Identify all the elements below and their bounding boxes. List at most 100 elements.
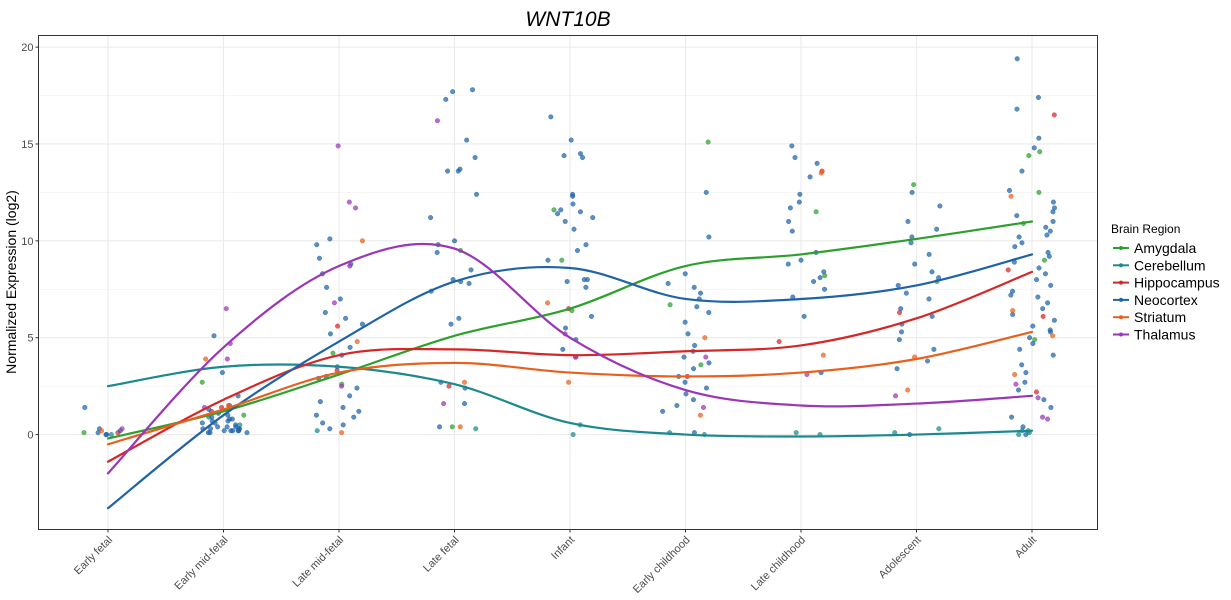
data-point [225, 418, 231, 424]
data-point [929, 313, 935, 319]
data-point [1019, 240, 1025, 246]
data-point [224, 356, 230, 362]
data-point [909, 189, 915, 195]
data-point [205, 430, 211, 436]
legend-item-neocortex: Neocortex [1113, 292, 1198, 308]
data-point [702, 335, 708, 341]
x-tick-label: Early mid-fetal [172, 534, 230, 592]
y-tick-label: 5 [27, 333, 33, 345]
data-point [936, 426, 942, 432]
data-point [1045, 416, 1051, 422]
data-point [588, 313, 594, 319]
trend-line-hippocampus [106, 270, 1034, 463]
data-point [580, 155, 586, 161]
data-point [203, 356, 209, 362]
data-point [313, 412, 319, 418]
data-point [337, 296, 343, 302]
data-point [1031, 145, 1037, 151]
data-point [674, 403, 680, 409]
data-point [449, 424, 455, 430]
data-point [703, 354, 709, 360]
data-point [327, 236, 333, 242]
data-point [1016, 234, 1022, 240]
data-point [931, 346, 937, 352]
data-point [1041, 257, 1047, 263]
data-point [682, 379, 688, 385]
data-point [464, 137, 470, 143]
data-point [590, 215, 596, 221]
data-point [787, 205, 793, 211]
data-point [566, 379, 572, 385]
data-point [223, 306, 229, 312]
data-point [896, 337, 902, 343]
data-point [683, 391, 689, 397]
data-point [457, 424, 463, 430]
data-point [570, 193, 576, 199]
data-point [1050, 209, 1056, 215]
x-tick-label: Adolescent [877, 534, 924, 581]
data-point [786, 218, 792, 224]
data-point [570, 432, 576, 438]
data-point [324, 284, 330, 290]
data-point [1041, 397, 1047, 403]
data-point [331, 300, 337, 306]
gridlines [38, 35, 1098, 530]
data-point [359, 321, 365, 327]
data-point [813, 209, 819, 215]
data-point [898, 306, 904, 312]
data-point [1016, 432, 1022, 438]
data-point [1051, 112, 1057, 118]
data-point [558, 207, 564, 213]
data-point [434, 118, 440, 124]
data-point [820, 352, 826, 358]
data-point [1045, 300, 1051, 306]
data-point [330, 350, 336, 356]
data-point [244, 430, 250, 436]
data-point [1008, 193, 1014, 199]
x-tick-label: Early childhood [631, 534, 693, 596]
data-point [468, 267, 474, 273]
data-point [822, 286, 828, 292]
chart-title: WNT10B [525, 8, 610, 31]
data-point [937, 203, 943, 209]
trend-line-striatum [106, 330, 1034, 446]
data-point [314, 242, 320, 248]
data-point [340, 422, 346, 428]
data-point [929, 269, 935, 275]
data-point [1037, 149, 1043, 155]
data-point [327, 331, 333, 337]
data-point [789, 228, 795, 234]
data-point [1036, 189, 1042, 195]
data-point [347, 393, 353, 399]
legend-item-cerebellum: Cerebellum [1113, 257, 1206, 273]
data-point [821, 269, 827, 275]
data-point [703, 189, 709, 195]
y-axis-label: Normalized Expression (log2) [3, 190, 19, 374]
data-point [581, 277, 587, 283]
data-point [335, 143, 341, 149]
data-point [1019, 362, 1025, 368]
data-point [1042, 271, 1048, 277]
data-point [339, 383, 345, 389]
data-point [776, 339, 782, 345]
data-point [455, 168, 461, 174]
plot-panel [38, 35, 1098, 530]
data-point [1050, 218, 1056, 224]
data-point [1036, 135, 1042, 141]
data-point [1010, 308, 1016, 314]
data-point [893, 393, 899, 399]
legend-item-striatum: Striatum [1113, 309, 1186, 325]
data-point [698, 362, 704, 368]
legend-label: Thalamus [1134, 327, 1195, 343]
data-point [343, 315, 349, 321]
data-point [1014, 56, 1020, 62]
x-tick-label: Infant [549, 534, 577, 562]
trend-line-cerebellum [106, 363, 1034, 438]
data-point [1048, 282, 1054, 288]
data-point [698, 290, 704, 296]
data-point [818, 170, 824, 176]
data-point [472, 155, 478, 161]
data-point [665, 280, 671, 286]
data-point [1040, 306, 1046, 312]
